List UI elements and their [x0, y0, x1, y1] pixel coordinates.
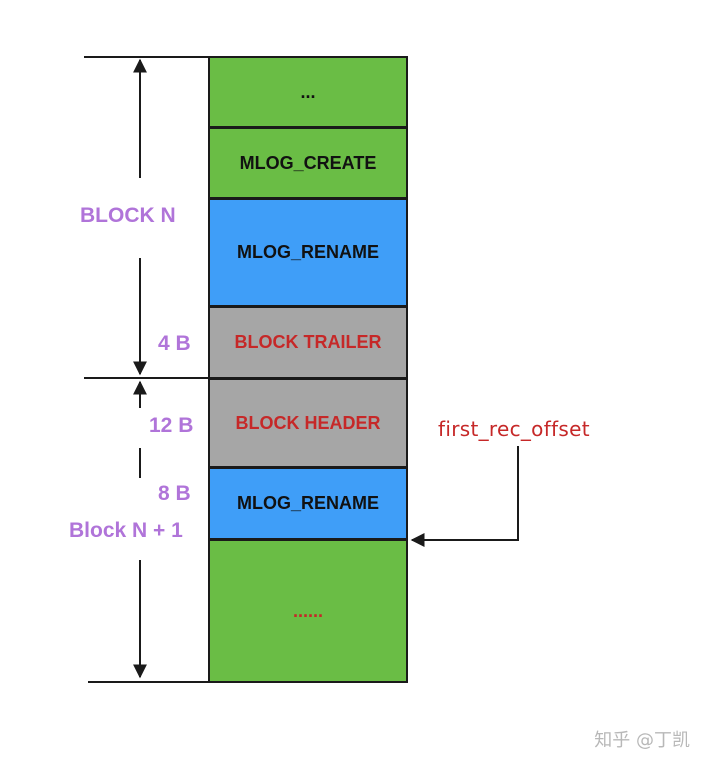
label-offset-size: 8 B: [158, 482, 191, 505]
block-mlog-rename: MLOG_RENAME: [208, 198, 408, 307]
label-block-n: BLOCK N: [80, 204, 176, 227]
block-mlog-rename-2: MLOG_RENAME: [208, 467, 408, 540]
block-label: MLOG_RENAME: [236, 493, 379, 513]
label-block-n1: Block N + 1: [69, 519, 183, 542]
label-header-size: 12 B: [149, 414, 194, 437]
boundary-middle-line: [84, 377, 208, 379]
block-label: MLOG_CREATE: [239, 152, 377, 173]
label-trailer-size: 4 B: [158, 332, 191, 355]
block-label: MLOG_RENAME: [236, 242, 379, 262]
block-label: BLOCK HEADER: [235, 412, 381, 433]
watermark-text: 知乎 @丁凯: [594, 730, 690, 751]
block-label: ......: [292, 600, 323, 621]
label-first-rec-offset: first_rec_offset: [438, 417, 590, 441]
block-ellipsis-top: ...: [208, 56, 408, 128]
block-header: BLOCK HEADER: [208, 378, 408, 468]
block-label: ...: [300, 81, 316, 102]
first-rec-offset-pointer: [410, 446, 519, 547]
block-ellipsis-bottom: ......: [208, 539, 408, 683]
block-label: BLOCK TRAILER: [234, 332, 382, 352]
boundary-top-line: [84, 56, 208, 58]
boundary-bottom-line: [88, 681, 208, 683]
